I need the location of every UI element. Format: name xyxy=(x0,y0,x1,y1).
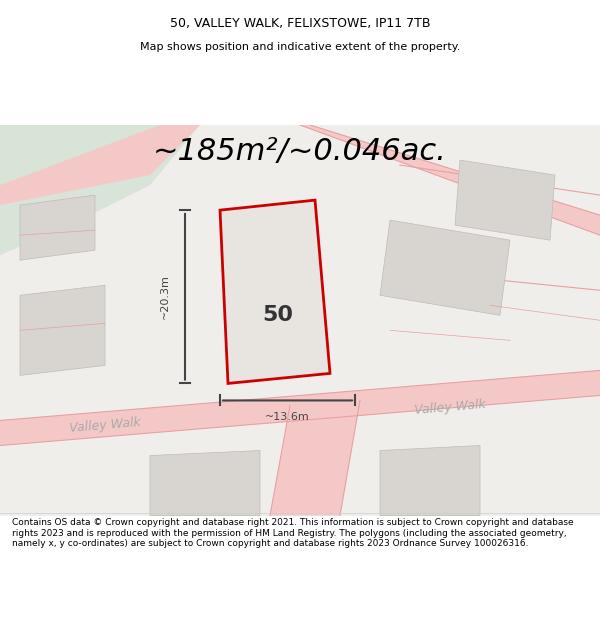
Polygon shape xyxy=(220,200,330,383)
Polygon shape xyxy=(20,195,95,260)
Text: 50, VALLEY WALK, FELIXSTOWE, IP11 7TB: 50, VALLEY WALK, FELIXSTOWE, IP11 7TB xyxy=(170,17,430,29)
Polygon shape xyxy=(0,371,600,446)
Text: Map shows position and indicative extent of the property.: Map shows position and indicative extent… xyxy=(140,41,460,51)
Polygon shape xyxy=(150,451,260,516)
Polygon shape xyxy=(0,125,600,516)
Polygon shape xyxy=(380,446,480,516)
Polygon shape xyxy=(20,285,105,376)
Polygon shape xyxy=(455,160,555,240)
Text: Valley Walk: Valley Walk xyxy=(414,398,486,417)
Polygon shape xyxy=(270,401,360,516)
Polygon shape xyxy=(0,125,200,255)
Polygon shape xyxy=(0,125,200,205)
Text: ~20.3m: ~20.3m xyxy=(160,274,170,319)
Text: Contains OS data © Crown copyright and database right 2021. This information is : Contains OS data © Crown copyright and d… xyxy=(12,518,574,548)
Polygon shape xyxy=(300,125,600,235)
Text: 50: 50 xyxy=(263,305,293,325)
Text: ~13.6m: ~13.6m xyxy=(265,412,310,422)
Polygon shape xyxy=(380,220,510,315)
Text: ~185m²/~0.046ac.: ~185m²/~0.046ac. xyxy=(153,137,447,166)
Text: Valley Walk: Valley Walk xyxy=(69,416,141,435)
